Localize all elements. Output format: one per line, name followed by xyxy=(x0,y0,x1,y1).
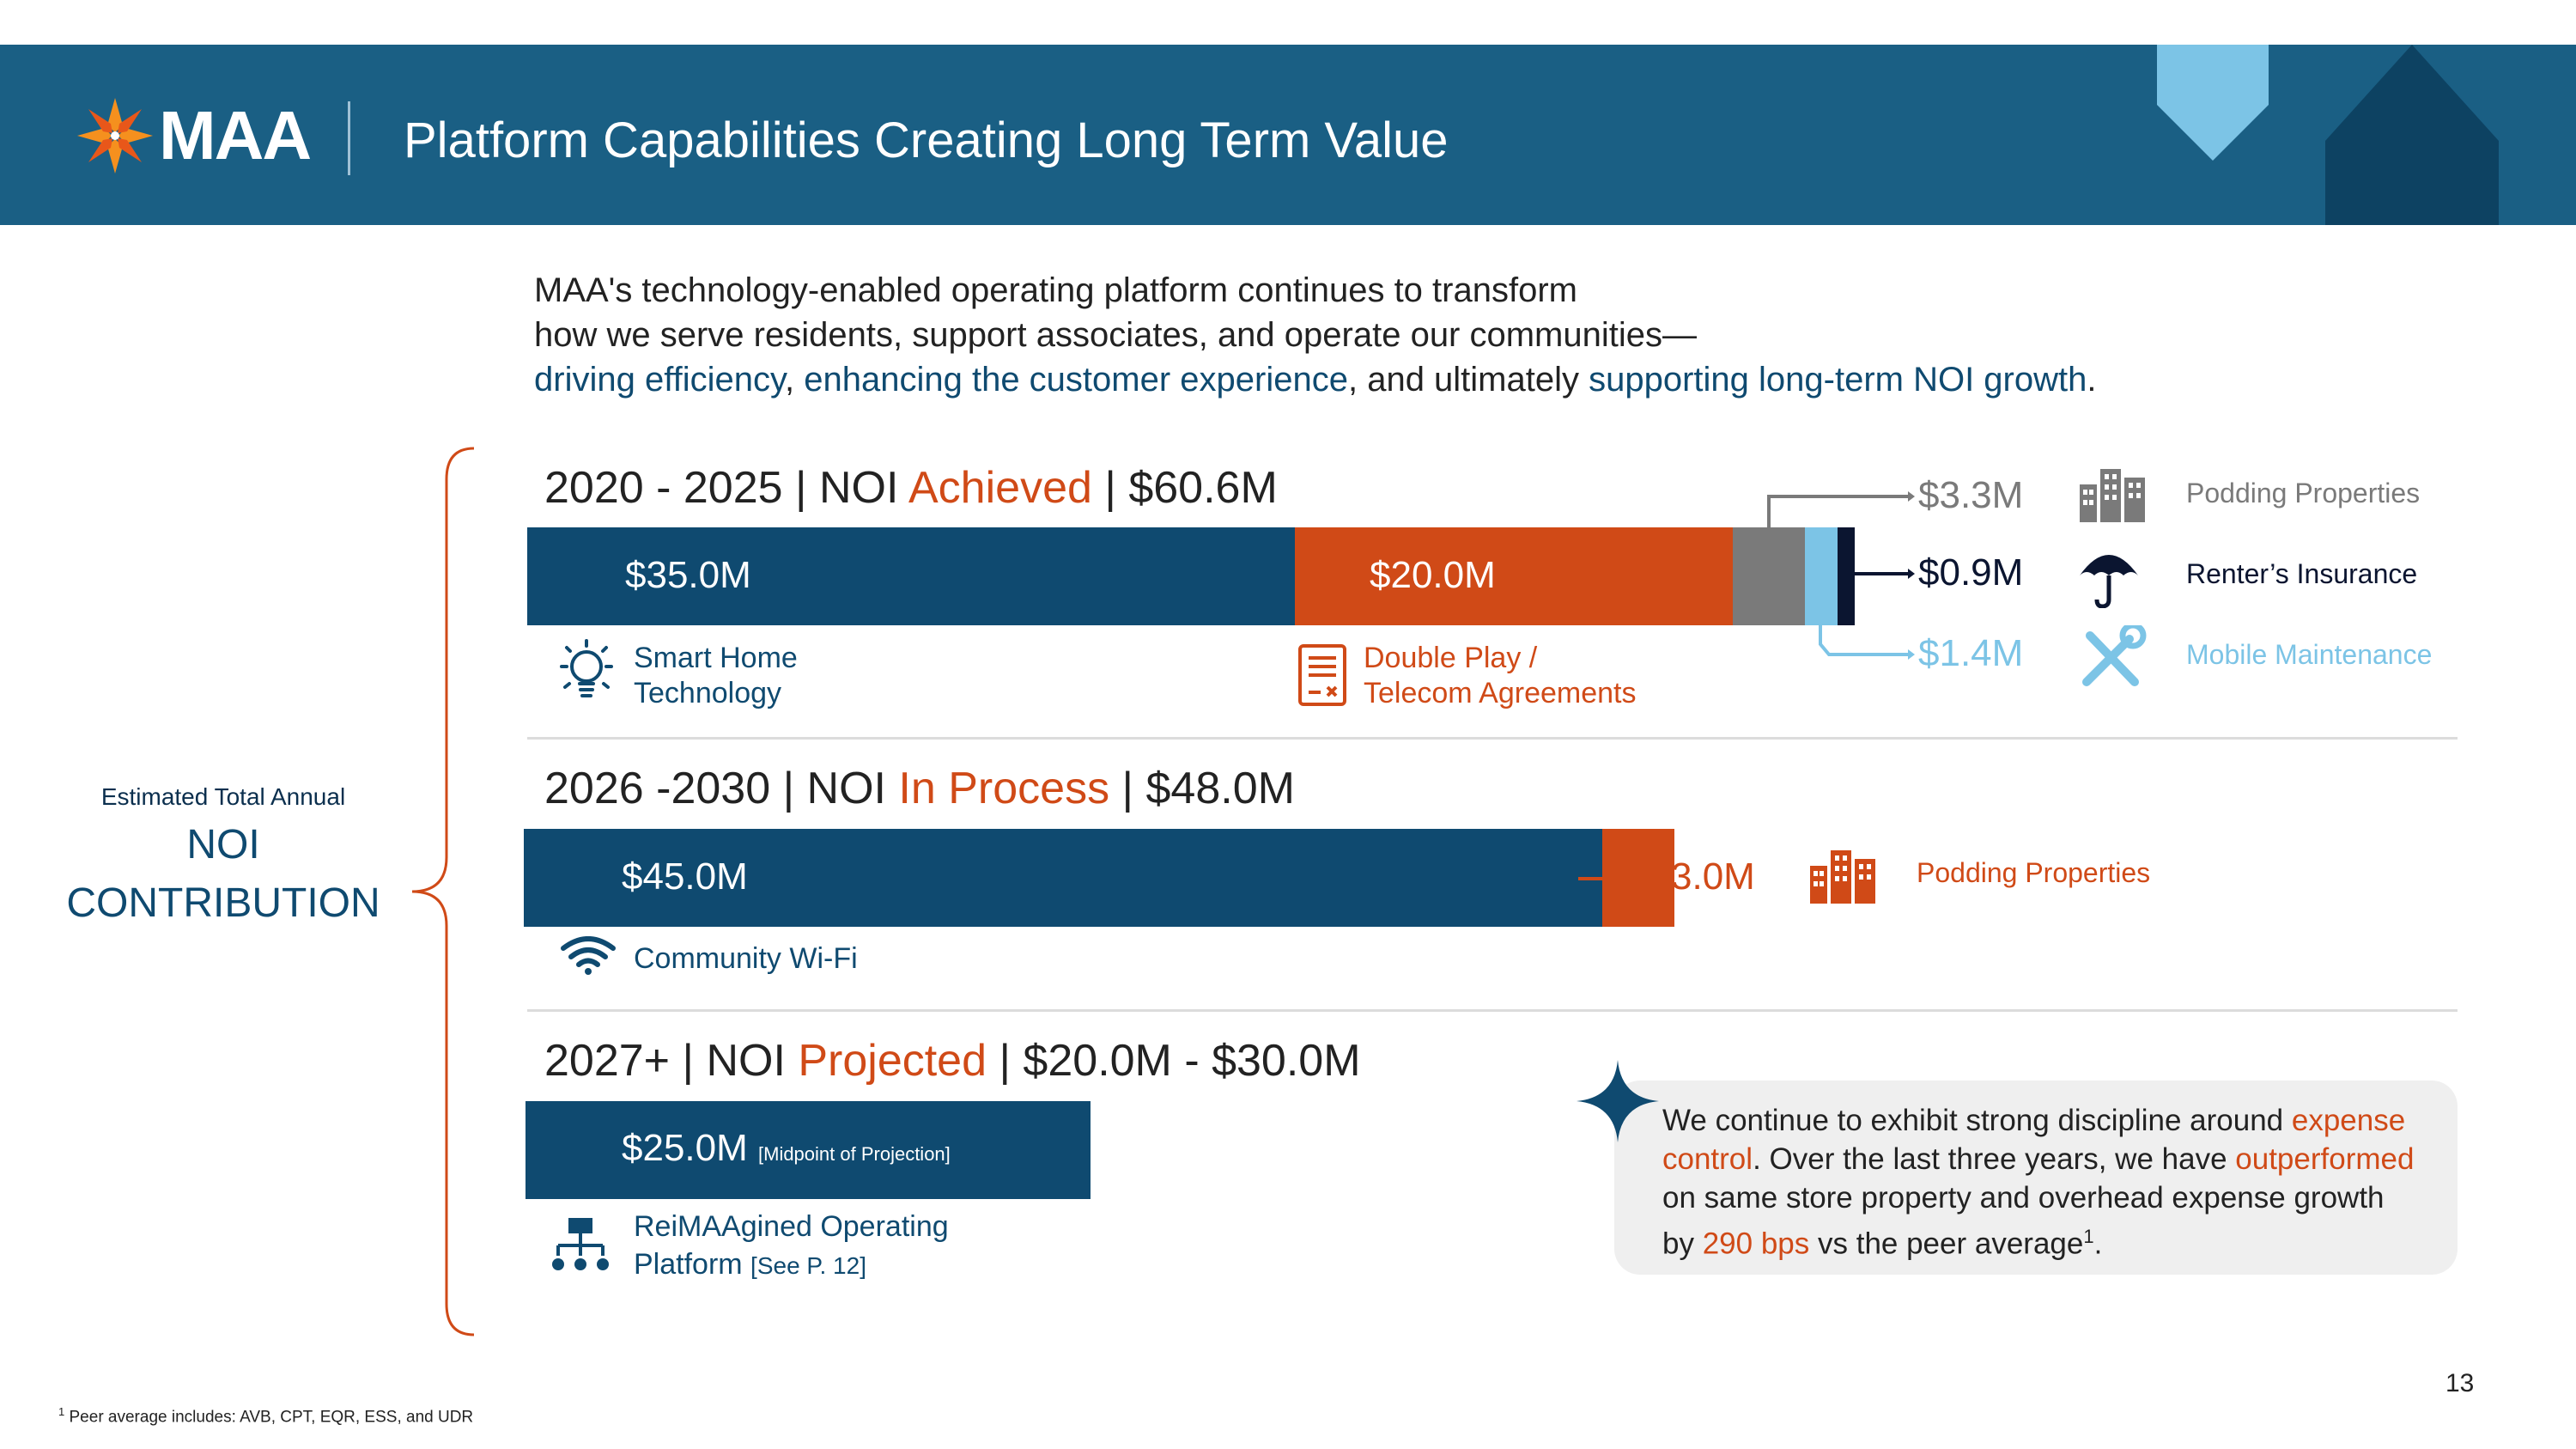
org-chart-icon xyxy=(552,1218,609,1270)
bar-smart-home xyxy=(527,527,1295,625)
bar-podding xyxy=(1733,527,1805,625)
star-icon xyxy=(1577,1060,1659,1142)
logo-text: MAA xyxy=(159,97,312,174)
bar-reimaagined-label: $25.0M [Midpoint of Projection] xyxy=(622,1127,951,1169)
item-smart-home: Smart Home Technology xyxy=(634,642,798,709)
item-double-play: Double Play / Telecom Agreements xyxy=(1364,642,1637,709)
building-icon xyxy=(2080,469,2145,522)
intro-line-1: MAA's technology-enabled operating platf… xyxy=(534,271,1577,309)
tools-icon xyxy=(2082,625,2147,686)
bar-renters-insurance xyxy=(1838,527,1855,625)
section-3-title: 2027+ | NOI Projected | $20.0M - $30.0M xyxy=(544,1036,1361,1086)
noi-caption: Estimated Total Annual xyxy=(100,783,346,810)
bar-community-wifi xyxy=(524,829,1602,927)
building-icon-orange xyxy=(1810,850,1875,904)
expense-discipline-box xyxy=(1614,1081,2458,1275)
expense-discipline-text: We continue to exhibit strong discipline… xyxy=(1662,1104,2415,1261)
section-divider-2 xyxy=(527,1009,2458,1012)
callout-podding-label: Podding Properties xyxy=(2186,478,2421,508)
lightbulb-icon xyxy=(560,639,613,697)
bar-podding-2-tick xyxy=(1578,877,1602,880)
intro-highlight-efficiency: driving efficiency xyxy=(534,361,785,399)
chevron-decoration-icon xyxy=(2157,45,2269,161)
page-title: Platform Capabilities Creating Long Term… xyxy=(404,113,1449,168)
callout-maintenance-label: Mobile Maintenance xyxy=(2186,639,2433,670)
item-community-wifi: Community Wi-Fi xyxy=(634,942,858,975)
bar-podding-2 xyxy=(1602,829,1674,927)
wifi-icon xyxy=(561,936,616,975)
callout-podding-value: $3.3M xyxy=(1918,474,2024,516)
umbrella-icon xyxy=(2080,555,2138,608)
intro-highlight-experience: enhancing the customer experience xyxy=(804,361,1348,399)
callout-maintenance-value: $1.4M xyxy=(1918,632,2024,674)
intro-highlight-growth: supporting long-term NOI growth xyxy=(1589,361,2087,399)
section-1-title: 2020 - 2025 | NOI Achieved | $60.6M xyxy=(544,463,1278,513)
page-number: 13 xyxy=(2445,1369,2475,1397)
bar-reimaagined xyxy=(526,1101,1091,1199)
noi-heading: NOI CONTRIBUTION xyxy=(66,822,380,926)
house-decoration-icon xyxy=(2325,45,2499,225)
section-divider-1 xyxy=(527,737,2458,740)
callout-insurance-label: Renter’s Insurance xyxy=(2186,558,2418,589)
section-2-title: 2026 -2030 | NOI In Process | $48.0M xyxy=(544,764,1295,813)
maa-logo-icon xyxy=(77,98,153,174)
bar-double-play-label: $20.0M xyxy=(1370,554,1496,596)
intro-line-2: how we serve residents, support associat… xyxy=(534,316,1698,354)
callout-connectors xyxy=(1767,491,1915,660)
callout-podding-2-label: Podding Properties xyxy=(1917,857,2151,888)
callout-podding-2-value: 3.0M xyxy=(1671,855,1755,898)
footnote: 1 Peer average includes: AVB, CPT, EQR, … xyxy=(58,1405,474,1427)
bar-smart-home-label: $35.0M xyxy=(625,554,751,596)
bar-double-play xyxy=(1295,527,1733,625)
logo-divider xyxy=(348,101,350,175)
item-reimaagined: ReiMAAgined Operating Platform [See P. 1… xyxy=(634,1210,949,1281)
bar-mobile-maintenance xyxy=(1805,527,1838,625)
callout-insurance-value: $0.9M xyxy=(1918,551,2024,594)
header-band xyxy=(0,45,2576,225)
bar-community-wifi-label: $45.0M xyxy=(622,855,748,898)
curly-brace-icon xyxy=(411,447,475,1336)
contract-icon xyxy=(1298,644,1346,706)
intro-line-3: driving efficiency, enhancing the custom… xyxy=(534,361,2097,399)
bar-reimaagined-note: [Midpoint of Projection] xyxy=(758,1143,951,1165)
intro-paragraph: MAA's technology-enabled operating platf… xyxy=(534,268,2097,402)
